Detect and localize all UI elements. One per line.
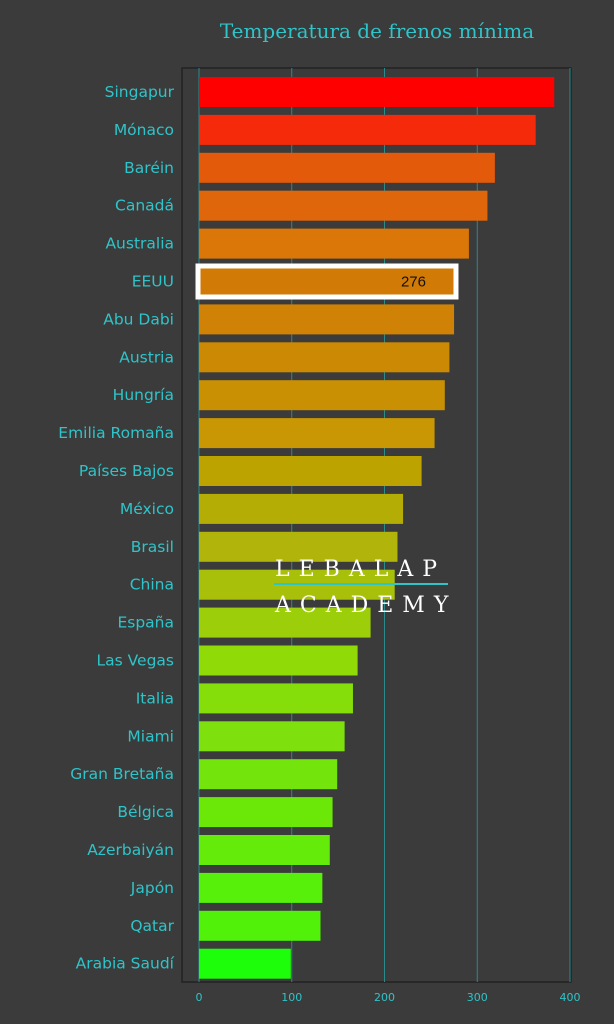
category-label: España (117, 614, 174, 632)
category-label: Baréin (124, 159, 174, 177)
category-label: EEUU (132, 273, 174, 291)
category-label: Mónaco (114, 121, 174, 139)
bar (199, 645, 358, 676)
category-label: Japón (130, 879, 174, 897)
bar (199, 531, 398, 562)
category-label: China (130, 576, 174, 594)
bar (199, 418, 435, 449)
category-label: Azerbaiyán (87, 841, 174, 859)
category-label: Italia (136, 689, 174, 707)
x-tick-label: 0 (196, 991, 203, 1004)
category-label: Singapur (105, 83, 175, 101)
value-label: 276 (401, 274, 426, 291)
watermark-logo: LEBALAP ACADEMY (274, 557, 457, 618)
category-label: Abu Dabi (103, 310, 174, 328)
category-label: Bélgica (117, 803, 174, 821)
bar (199, 228, 469, 259)
highlight-frame (195, 263, 459, 300)
bar (199, 152, 495, 183)
x-tick-label: 200 (374, 991, 395, 1004)
bar (199, 342, 450, 373)
bar (199, 683, 353, 714)
bar (199, 910, 321, 941)
bar (199, 493, 404, 524)
category-label: Qatar (130, 917, 174, 935)
x-axis-ticks: 0 100 200 300 400 (196, 991, 581, 1004)
bar (199, 948, 291, 979)
x-tick-label: 300 (467, 991, 488, 1004)
category-label: Las Vegas (97, 652, 175, 670)
category-label: Austria (119, 348, 174, 366)
category-label: Australia (105, 235, 174, 253)
category-label: Emilia Romaña (58, 424, 174, 442)
highlight: 276 (195, 263, 459, 300)
bar (199, 190, 488, 221)
plot-area (181, 67, 572, 983)
bar (199, 456, 422, 486)
watermark-line-1: LEBALAP (275, 557, 446, 582)
bar (199, 77, 555, 107)
bar (199, 266, 455, 297)
category-label: Brasil (131, 538, 174, 556)
category-labels: Singapur Mónaco Baréin Canadá Australia EEUU A… (58, 83, 174, 973)
bar (199, 607, 371, 638)
x-tick-label: 100 (281, 991, 302, 1004)
bar (199, 721, 345, 752)
bar (199, 759, 338, 790)
category-label: Miami (127, 727, 174, 745)
watermark-line-2: ACADEMY (274, 593, 457, 618)
bar (199, 304, 455, 335)
bars (199, 77, 555, 979)
category-label: Arabia Saudí (76, 955, 175, 973)
bar (199, 797, 333, 828)
category-label: Canadá (115, 197, 174, 215)
chart-title: Temperatura de frenos mínima (220, 19, 534, 43)
category-label: Países Bajos (79, 462, 174, 480)
x-tick-label: 400 (560, 991, 581, 1004)
category-label: Gran Bretaña (70, 765, 174, 783)
bar (199, 380, 445, 411)
bar (199, 872, 323, 903)
bar (199, 835, 330, 865)
category-label: México (120, 500, 174, 518)
category-label: Hungría (113, 386, 174, 404)
bar (199, 114, 536, 145)
